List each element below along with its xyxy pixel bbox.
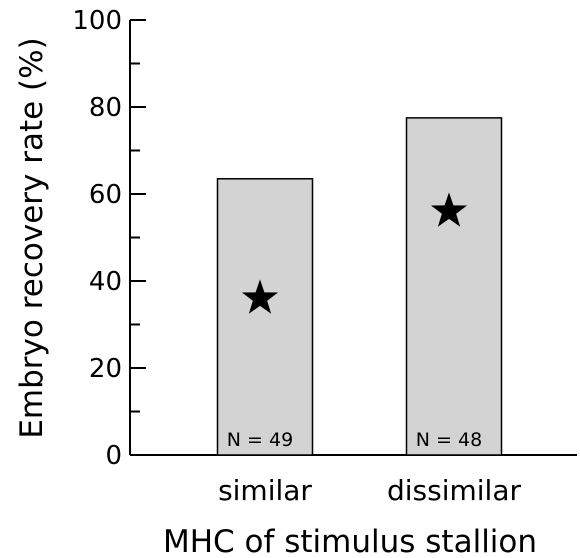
x-category-label: similar bbox=[218, 474, 312, 507]
y-ticks: 0 20 40 60 80 100 bbox=[72, 6, 146, 471]
x-category-label: dissimilar bbox=[387, 474, 522, 507]
bars bbox=[216, 117, 503, 456]
y-tick-label: 100 bbox=[72, 6, 122, 36]
axes bbox=[129, 20, 577, 456]
sample-size-label: N = 49 bbox=[227, 429, 293, 451]
y-tick-label: 20 bbox=[89, 354, 122, 384]
star-marker bbox=[430, 192, 468, 227]
bar-similar bbox=[216, 178, 314, 456]
y-tick-label: 60 bbox=[89, 180, 122, 210]
bar-dissimilar bbox=[405, 117, 503, 456]
star-marker bbox=[241, 279, 279, 314]
labels: N = 49 similar N = 48 dissimilar bbox=[218, 429, 521, 507]
y-tick-label: 40 bbox=[89, 267, 122, 297]
y-tick-label: 0 bbox=[105, 441, 122, 471]
sample-size-label: N = 48 bbox=[416, 429, 482, 451]
x-axis-title: MHC of stimulus stallion bbox=[163, 524, 537, 558]
y-tick-label: 80 bbox=[89, 93, 122, 123]
stars bbox=[241, 192, 468, 314]
y-axis-title: Embryo recovery rate (%) bbox=[14, 37, 50, 438]
